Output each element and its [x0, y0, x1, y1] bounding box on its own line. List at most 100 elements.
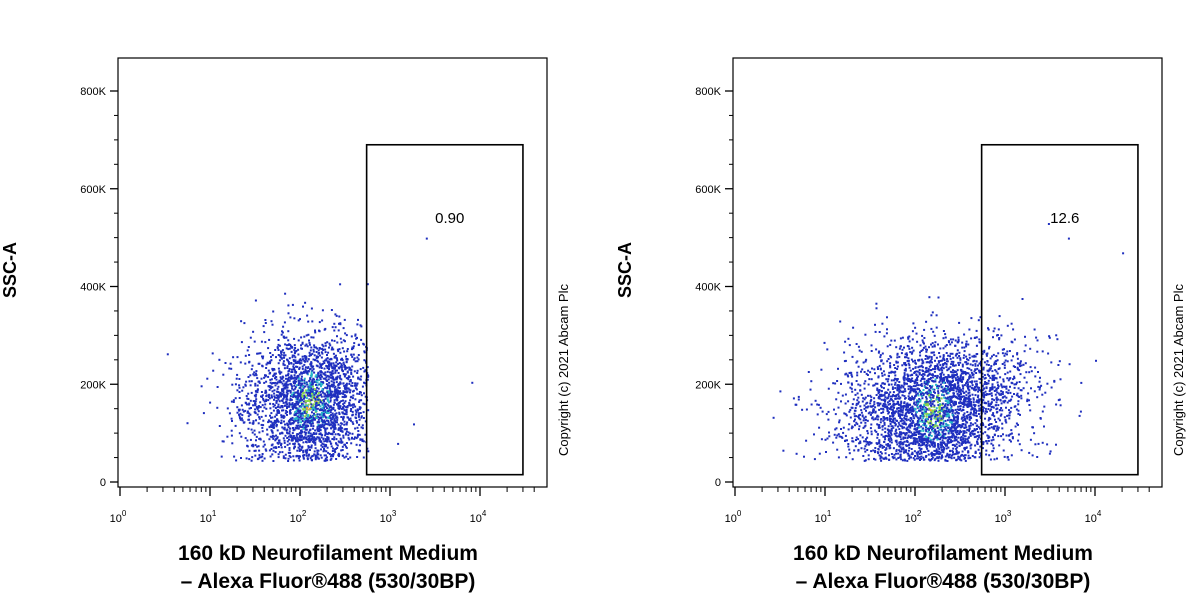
scatter-point: [911, 380, 914, 382]
scatter-point: [327, 393, 330, 396]
scatter-point: [889, 418, 892, 420]
scatter-point: [220, 455, 223, 458]
scatter-point: [316, 386, 318, 389]
scatter-point: [887, 434, 890, 436]
scatter-point: [993, 374, 996, 377]
scatter-point: [356, 323, 359, 326]
scatter-point: [337, 454, 340, 457]
scatter-point: [299, 379, 302, 382]
scatter-point: [845, 456, 848, 459]
scatter-point: [930, 443, 933, 446]
scatter-point: [868, 441, 871, 444]
scatter-point: [320, 365, 323, 368]
scatter-point: [304, 428, 307, 431]
scatter-point: [332, 394, 335, 397]
scatter-point: [326, 446, 329, 449]
scatter-point: [1016, 357, 1019, 360]
scatter-point: [239, 417, 241, 420]
scatter-point: [250, 407, 252, 409]
scatter-point: [939, 418, 942, 421]
scatter-point: [927, 430, 930, 433]
scatter-point: [303, 407, 306, 410]
scatter-point: [332, 367, 335, 370]
scatter-point: [1009, 410, 1012, 413]
scatter-point: [342, 382, 345, 385]
scatter-point: [883, 457, 886, 460]
scatter-point: [293, 404, 296, 407]
scatter-point: [336, 399, 339, 402]
scatter-point: [858, 349, 861, 352]
scatter-point: [965, 343, 968, 346]
scatter-point: [334, 393, 337, 396]
scatter-point: [293, 367, 296, 369]
scatter-point: [924, 428, 927, 431]
scatter-point: [342, 370, 344, 373]
scatter-point: [337, 329, 340, 332]
scatter-point: [252, 404, 255, 407]
scatter-point: [312, 336, 315, 339]
scatter-point: [282, 363, 285, 366]
scatter-point: [334, 451, 337, 454]
scatter-point: [331, 394, 333, 397]
scatter-point: [963, 430, 966, 433]
scatter-point: [982, 410, 985, 413]
scatter-point: [291, 416, 294, 419]
scatter-point: [977, 394, 980, 397]
scatter-point: [880, 452, 883, 455]
scatter-point: [323, 395, 326, 398]
scatter-point: [966, 417, 969, 420]
scatter-point: [979, 452, 981, 455]
scatter-point: [1028, 399, 1030, 402]
scatter-point: [895, 361, 898, 364]
y-tick-label: 0: [100, 477, 106, 489]
scatter-point: [313, 344, 316, 347]
scatter-point: [996, 427, 999, 430]
scatter-point: [955, 438, 958, 441]
scatter-point: [359, 438, 362, 441]
scatter-point: [360, 426, 363, 429]
scatter-point: [959, 357, 962, 360]
scatter-point: [930, 422, 933, 425]
scatter-point: [281, 375, 284, 378]
scatter-point: [261, 453, 264, 455]
scatter-point: [907, 409, 910, 412]
scatter-point: [1020, 394, 1023, 397]
scatter-point: [944, 427, 947, 430]
scatter-point: [253, 374, 256, 377]
scatter-point: [316, 407, 319, 410]
scatter-point: [967, 436, 970, 439]
scatter-point: [336, 375, 339, 378]
scatter-point: [873, 397, 876, 400]
scatter-point: [880, 390, 883, 393]
scatter-point: [234, 383, 237, 386]
scatter-point: [897, 402, 900, 405]
scatter-point: [855, 436, 858, 439]
scatter-point: [813, 433, 815, 436]
scatter-point: [311, 411, 313, 414]
scatter-point: [959, 375, 962, 378]
scatter-point: [307, 431, 310, 434]
scatter-point: [874, 323, 876, 326]
scatter-point: [916, 382, 919, 384]
scatter-point: [852, 326, 855, 329]
scatter-point: [343, 394, 346, 397]
scatter-point: [286, 358, 288, 361]
scatter-point: [972, 407, 975, 410]
scatter-point: [899, 450, 902, 453]
scatter-point: [955, 411, 958, 414]
scatter-point: [320, 351, 323, 354]
scatter-point: [332, 378, 335, 381]
scatter-point: [352, 403, 355, 406]
scatter-point: [972, 401, 975, 404]
scatter-point: [963, 371, 966, 373]
scatter-point: [333, 448, 336, 451]
scatter-point: [860, 421, 863, 424]
scatter-point: [842, 426, 845, 429]
scatter-point: [938, 361, 941, 364]
scatter-point: [916, 387, 919, 390]
scatter-point: [956, 356, 959, 359]
scatter-point: [288, 449, 291, 452]
scatter-point: [930, 351, 933, 354]
scatter-point: [351, 365, 354, 368]
scatter-point: [342, 417, 345, 420]
